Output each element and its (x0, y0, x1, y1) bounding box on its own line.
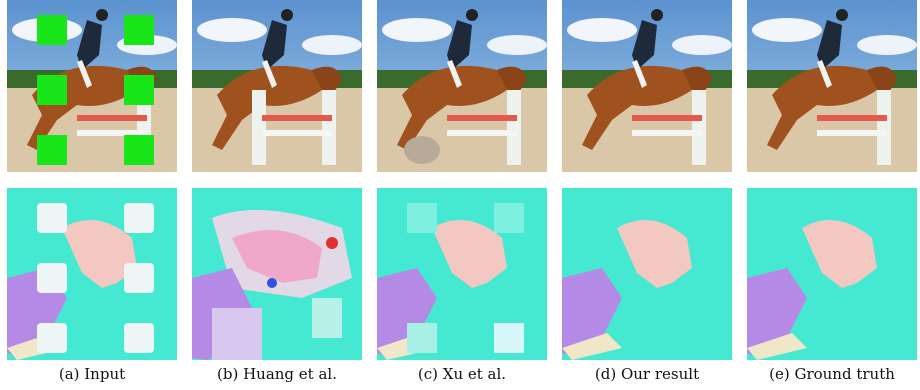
gt-flow (747, 188, 917, 360)
huang-photo (192, 0, 362, 172)
ours-flow (562, 188, 732, 360)
optical-flow-image (377, 188, 547, 360)
mask-patch (124, 15, 154, 45)
huang-flow (192, 188, 362, 360)
mask-patch (124, 135, 154, 165)
input-flow (7, 188, 177, 360)
gt-photo (747, 0, 917, 172)
caption-xu: (c) Xu et al. (417, 365, 507, 383)
optical-flow-image (747, 188, 917, 360)
mask-patch (37, 75, 67, 105)
ours-photo (562, 0, 732, 172)
input-photo (7, 0, 177, 172)
horse-jump-photo-image (7, 0, 177, 172)
caption-input: (a) Input (58, 365, 126, 383)
mask-patch (37, 135, 67, 165)
xu-photo (377, 0, 547, 172)
horse-jump-photo-image (562, 0, 732, 172)
optical-flow-image (562, 188, 732, 360)
caption-gt: (e) Ground truth (769, 365, 895, 383)
optical-flow-image (192, 188, 362, 360)
caption-ours: (d) Our result (594, 365, 700, 383)
mask-patch (37, 15, 67, 45)
optical-flow-image (7, 188, 177, 360)
horse-jump-photo-image (377, 0, 547, 172)
horse-jump-photo-image (747, 0, 917, 172)
xu-flow (377, 188, 547, 360)
caption-huang: (b) Huang et al. (217, 365, 337, 383)
mask-patch (124, 75, 154, 105)
horse-jump-photo-image (192, 0, 362, 172)
